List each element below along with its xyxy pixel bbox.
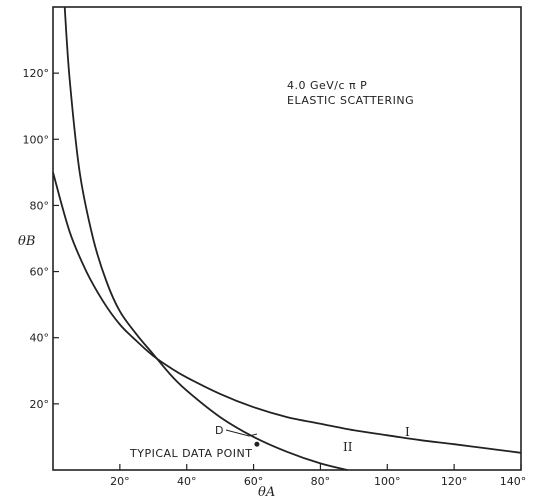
data-points (254, 441, 260, 447)
x-tick-label: 60° (244, 475, 264, 488)
y-tick-label: 60° (30, 266, 50, 279)
y-axis-label: θB (18, 234, 35, 249)
annotation-point-tag: D (215, 424, 224, 437)
typical-data-point (254, 441, 260, 447)
tick-marks (53, 72, 522, 470)
y-tick-label: 40° (30, 332, 50, 345)
annotation-data-point: TYPICAL DATA POINT (129, 447, 252, 460)
y-tick-label: 80° (30, 199, 50, 212)
x-tick-label: 80° (311, 475, 331, 488)
curve-II (63, 6, 348, 471)
x-tick-label: 120° (441, 475, 468, 488)
curves (52, 6, 522, 471)
annotation-process: ELASTIC SCATTERING (287, 94, 414, 107)
x-tick-label: 40° (177, 475, 197, 488)
x-axis-label: θA (258, 485, 275, 500)
curve-I (52, 172, 522, 454)
annotation-reaction: 4.0 GeV/c π P (287, 79, 367, 92)
curve-label-I: I (405, 425, 410, 439)
x-tick-label: 140° (500, 475, 527, 488)
x-tick-label: 100° (374, 475, 401, 488)
x-tick-label: 20° (110, 475, 130, 488)
y-tick-label: 20° (30, 398, 50, 411)
tick-labels: 20° 40° 60° 80° 100° 120° 140° 20° 40° 60° 80° 100°… (23, 67, 527, 488)
point-tag-leader (225, 429, 258, 437)
y-tick-label: 120° (23, 67, 50, 80)
curve-label-II: II (343, 440, 353, 454)
plot-frame (52, 6, 522, 471)
y-tick-label: 100° (23, 133, 50, 146)
